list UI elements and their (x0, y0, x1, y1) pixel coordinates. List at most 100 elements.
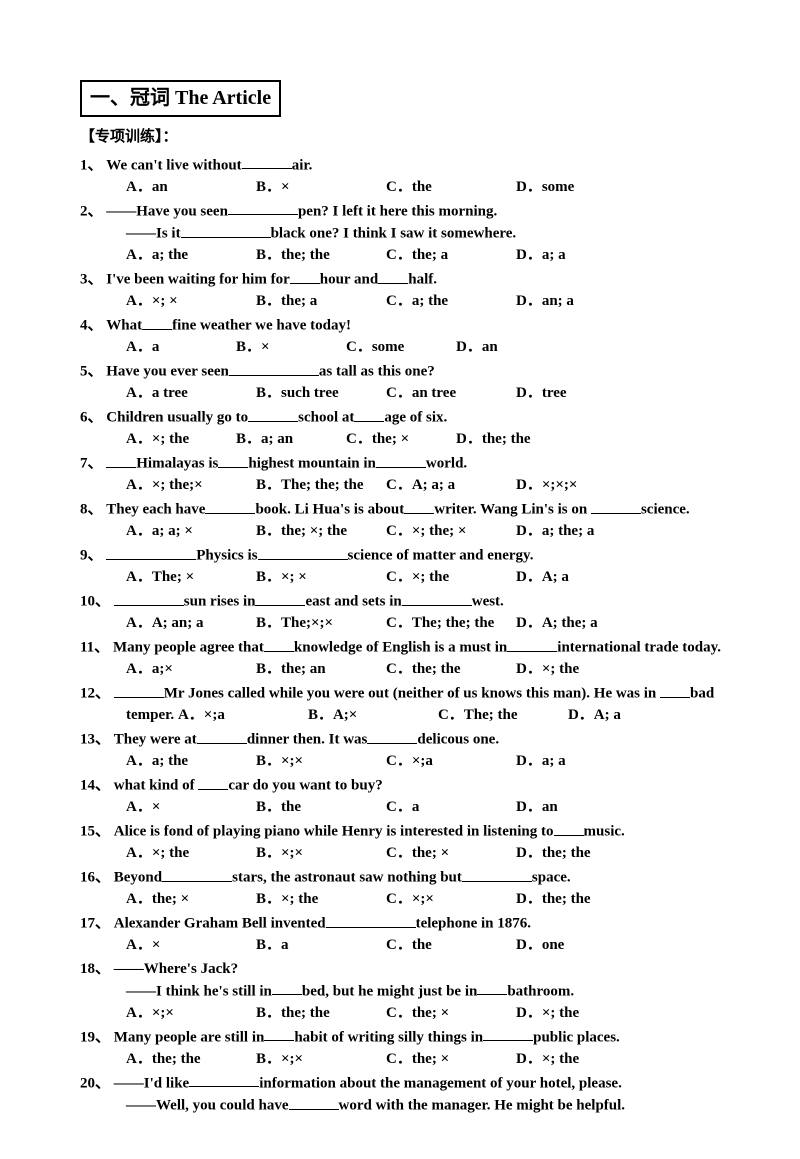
question-text: 11、 Many people agree thatknowledge of E… (80, 637, 740, 659)
blank (326, 913, 416, 928)
option: C．×;a (386, 751, 516, 773)
option: B．the; the (256, 245, 386, 267)
question: 14、 what kind of car do you want to buy?… (80, 775, 740, 819)
question-number: 14、 (80, 778, 110, 794)
options-row: A．the; theB．×;×C．the; ×D．×; the (80, 1049, 740, 1071)
option: A．an (126, 177, 256, 199)
question-number: 8、 (80, 502, 103, 518)
option: D．tree (516, 383, 646, 405)
blank (477, 981, 507, 996)
options-row: A．a;×B．the; anC．the; theD．×; the (80, 659, 740, 681)
blank (205, 499, 255, 514)
options-row: A．a; theB．the; theC．the; aD．a; a (80, 245, 740, 267)
option: C．the; × (386, 843, 516, 865)
blank (248, 407, 298, 422)
option: C．the; × (346, 429, 456, 451)
option: D．A; a (516, 567, 646, 589)
blank (229, 361, 319, 376)
blank (198, 775, 228, 790)
options-row: A．the; ×B．×; theC．×;×D．the; the (80, 889, 740, 911)
option: D．a; the; a (516, 521, 646, 543)
question: 9、 Physics isscience of matter and energ… (80, 545, 740, 589)
question-number: 1、 (80, 157, 103, 173)
option: B．× (256, 177, 386, 199)
question-text: 19、 Many people are still inhabit of wri… (80, 1027, 740, 1049)
option: C．×;× (386, 889, 516, 911)
option: C．The; the; the (386, 613, 516, 635)
options-row: A．a; a; ×B．the; ×; theC．×; the; ×D．a; th… (80, 521, 740, 543)
option: D．×; the (516, 1003, 646, 1025)
blank (272, 981, 302, 996)
option: C．the; × (386, 1049, 516, 1071)
question-text: 10、 sun rises ineast and sets inwest. (80, 591, 740, 613)
blank (591, 499, 641, 514)
question: 16、 Beyondstars, the astronaut saw nothi… (80, 867, 740, 911)
option: C．an tree (386, 383, 516, 405)
blank (290, 269, 320, 284)
blank (255, 591, 305, 606)
options-row: A．aB．×C．someD．an (80, 337, 740, 359)
option: D．×; the (516, 659, 646, 681)
option: A．A; an; a (126, 613, 256, 635)
question-text: 1、 We can't live withoutair. (80, 155, 740, 177)
options-row: temper. A．×;aB．A;×C．The; theD．A; a (80, 705, 740, 727)
option: A．a (126, 337, 236, 359)
blank (197, 729, 247, 744)
blank (258, 545, 348, 560)
option: A．× (126, 935, 256, 957)
options-row: A．×B．theC．aD．an (80, 797, 740, 819)
blank (660, 683, 690, 698)
question-text: 8、 They each havebook. Li Hua's is about… (80, 499, 740, 521)
question-text: 12、 Mr Jones called while you were out (… (80, 683, 740, 705)
option: B．The; the; the (256, 475, 386, 497)
question-number: 17、 (80, 916, 110, 932)
question: 20、 ——I'd likeinformation about the mana… (80, 1073, 740, 1118)
blank (264, 637, 294, 652)
question-text: 18、 ——Where's Jack? (80, 959, 740, 981)
option: D．an (516, 797, 646, 819)
question-text: 16、 Beyondstars, the astronaut saw nothi… (80, 867, 740, 889)
question: 2、 ——Have you seenpen? I left it here th… (80, 201, 740, 267)
options-row: A．anB．×C．theD．some (80, 177, 740, 199)
question-number: 19、 (80, 1029, 110, 1045)
option: C．The; the (438, 705, 568, 727)
option: A．the; × (126, 889, 256, 911)
question: 1、 We can't live withoutair.A．anB．×C．the… (80, 155, 740, 199)
blank (228, 201, 298, 216)
option: D．the; the (516, 889, 646, 911)
option: B．a; an (236, 429, 346, 451)
option: A．×; × (126, 291, 256, 313)
question-number: 6、 (80, 410, 103, 426)
option: C．the; × (386, 1003, 516, 1025)
question: 8、 They each havebook. Li Hua's is about… (80, 499, 740, 543)
option: C．a; the (386, 291, 516, 313)
option: C．×; the; × (386, 521, 516, 543)
option: B．the; the (256, 1003, 386, 1025)
options-row: A．A; an; aB．The;×;×C．The; the; theD．A; t… (80, 613, 740, 635)
questions-container: 1、 We can't live withoutair.A．anB．×C．the… (80, 155, 740, 1118)
question-text: 9、 Physics isscience of matter and energ… (80, 545, 740, 567)
question-number: 2、 (80, 203, 103, 219)
question-text: 17、 Alexander Graham Bell inventedteleph… (80, 913, 740, 935)
option: B．the; a (256, 291, 386, 313)
option: C．a (386, 797, 516, 819)
option: A．×;× (126, 1003, 256, 1025)
option: A．×; the (126, 429, 236, 451)
question-text: 2、 ——Have you seenpen? I left it here th… (80, 201, 740, 223)
question-text: 14、 what kind of car do you want to buy? (80, 775, 740, 797)
blank (114, 591, 184, 606)
option: D．×; the (516, 1049, 646, 1071)
question-number: 5、 (80, 364, 103, 380)
blank (462, 867, 532, 882)
option: B．×;× (256, 843, 386, 865)
blank (376, 453, 426, 468)
question-number: 10、 (80, 594, 110, 610)
option: B．×;× (256, 751, 386, 773)
options-row: A．The; ×B．×; ×C．×; theD．A; a (80, 567, 740, 589)
option: A．×;a (178, 705, 308, 727)
question-number: 13、 (80, 732, 110, 748)
question: 18、 ——Where's Jack?——I think he's still … (80, 959, 740, 1025)
option: B．such tree (256, 383, 386, 405)
option: A．×; the (126, 843, 256, 865)
question-number: 11、 (80, 640, 109, 656)
